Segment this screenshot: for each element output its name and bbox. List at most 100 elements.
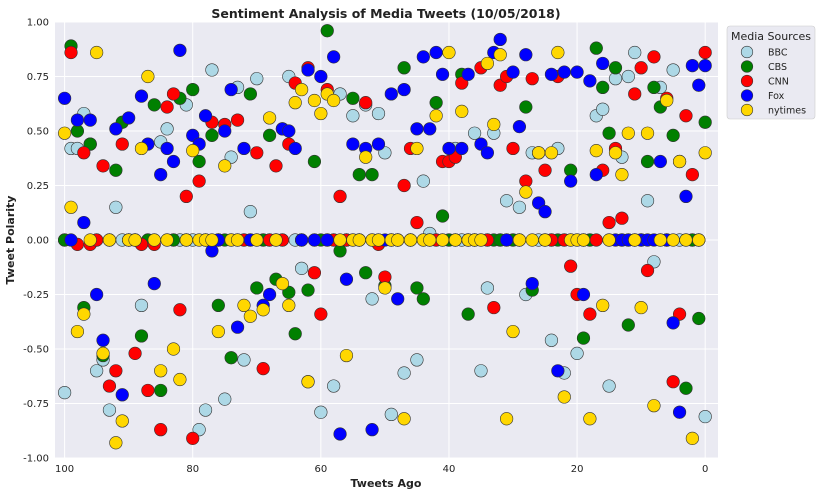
data-point bbox=[83, 113, 97, 127]
legend-item: Fox bbox=[740, 89, 785, 102]
data-point bbox=[365, 168, 379, 182]
data-point bbox=[467, 126, 482, 140]
data-point bbox=[327, 93, 341, 108]
y-tick-label: -0.75 bbox=[23, 399, 49, 410]
data-point bbox=[198, 403, 213, 417]
data-point bbox=[371, 233, 386, 247]
legend-marker bbox=[740, 103, 754, 117]
data-point bbox=[307, 233, 322, 247]
data-point bbox=[519, 100, 533, 114]
data-point bbox=[301, 63, 315, 77]
data-point bbox=[250, 146, 264, 160]
x-tick-labels: 100 80 60 40 20 0 bbox=[55, 464, 708, 475]
data-point bbox=[672, 405, 687, 419]
data-point bbox=[192, 154, 206, 169]
data-point bbox=[397, 82, 411, 97]
data-point bbox=[173, 372, 187, 387]
data-point bbox=[532, 146, 546, 160]
data-point bbox=[608, 61, 623, 75]
data-point bbox=[230, 113, 245, 127]
data-point bbox=[698, 58, 712, 73]
data-point bbox=[634, 61, 648, 75]
data-point bbox=[339, 272, 354, 286]
data-point bbox=[461, 307, 475, 321]
y-tick-label: 1.00 bbox=[27, 18, 49, 29]
data-point bbox=[570, 346, 584, 360]
data-point bbox=[448, 233, 462, 247]
data-point bbox=[416, 174, 430, 188]
data-point bbox=[186, 431, 200, 445]
x-tick-label: 0 bbox=[702, 464, 708, 475]
data-point bbox=[576, 287, 591, 302]
data-point bbox=[102, 403, 117, 417]
data-point bbox=[480, 281, 494, 295]
data-point bbox=[602, 126, 616, 140]
data-point bbox=[109, 163, 123, 177]
data-point bbox=[288, 141, 302, 156]
data-point bbox=[58, 126, 72, 140]
legend-item: CBS bbox=[740, 60, 787, 73]
data-point bbox=[237, 353, 251, 367]
data-point bbox=[615, 211, 629, 225]
data-point bbox=[96, 333, 110, 347]
data-point bbox=[679, 189, 693, 203]
data-point bbox=[647, 50, 661, 64]
data-point bbox=[314, 106, 328, 121]
data-point bbox=[243, 87, 257, 101]
data-point bbox=[500, 233, 514, 247]
data-point bbox=[230, 233, 245, 247]
legend-label: Fox bbox=[768, 91, 785, 102]
legend: Media Sources BBC CBS CNN Fox nytimes bbox=[726, 25, 816, 120]
data-point bbox=[525, 277, 539, 291]
data-point bbox=[500, 194, 514, 208]
data-point bbox=[70, 324, 85, 339]
data-point bbox=[352, 168, 366, 182]
chart-title: Sentiment Analysis of Media Tweets (10/0… bbox=[211, 6, 560, 21]
data-point bbox=[179, 189, 193, 203]
data-point bbox=[352, 233, 366, 247]
data-point bbox=[493, 32, 507, 47]
data-point bbox=[391, 233, 405, 247]
data-point bbox=[596, 298, 610, 313]
data-point bbox=[416, 292, 430, 306]
legend-item: BBC bbox=[740, 45, 788, 59]
data-point bbox=[77, 307, 91, 321]
data-point bbox=[480, 56, 494, 71]
data-point bbox=[384, 87, 398, 101]
data-point bbox=[269, 233, 283, 247]
data-point bbox=[589, 233, 603, 247]
data-point bbox=[288, 96, 302, 110]
data-point bbox=[301, 283, 315, 297]
data-point bbox=[685, 431, 699, 445]
x-tick-label: 20 bbox=[571, 464, 584, 475]
data-point bbox=[564, 174, 578, 188]
data-point bbox=[628, 233, 642, 247]
data-point bbox=[192, 174, 206, 188]
data-point bbox=[307, 93, 322, 108]
data-point bbox=[320, 24, 334, 38]
data-point bbox=[698, 409, 712, 424]
data-point bbox=[371, 106, 386, 121]
data-point bbox=[544, 333, 559, 347]
data-point bbox=[487, 300, 501, 315]
data-point bbox=[698, 45, 712, 60]
data-point bbox=[666, 128, 680, 142]
data-point bbox=[166, 154, 181, 169]
data-point bbox=[295, 82, 309, 97]
data-point bbox=[224, 82, 238, 97]
data-point bbox=[500, 412, 514, 426]
y-tick-label: -1.00 bbox=[23, 454, 49, 465]
data-point bbox=[576, 331, 591, 345]
data-point bbox=[160, 233, 174, 247]
data-point bbox=[134, 298, 149, 313]
data-point bbox=[160, 100, 174, 114]
data-point bbox=[301, 375, 315, 389]
data-point bbox=[250, 72, 264, 86]
data-point bbox=[147, 277, 161, 291]
data-point bbox=[275, 277, 290, 291]
data-point bbox=[397, 178, 411, 193]
data-point bbox=[365, 423, 379, 437]
data-point bbox=[154, 383, 168, 398]
data-point bbox=[211, 298, 225, 313]
data-point bbox=[365, 292, 379, 306]
